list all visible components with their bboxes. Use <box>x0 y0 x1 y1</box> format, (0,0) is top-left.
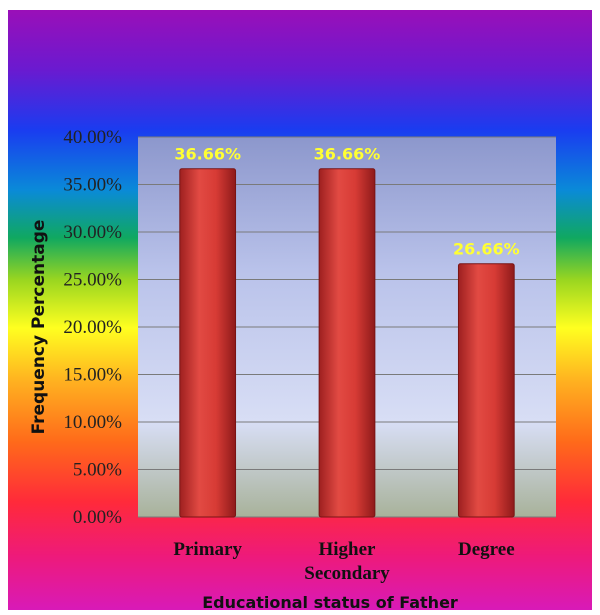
y-axis-title: Frequency Percentage <box>29 220 49 435</box>
y-tick-label: 35.00% <box>63 175 122 196</box>
y-tick-label: 15.00% <box>63 365 122 386</box>
y-tick-label: 20.00% <box>63 317 122 338</box>
y-tick-label: 25.00% <box>63 270 122 291</box>
x-tick-label: Degree <box>458 539 515 560</box>
y-tick-label: 40.00% <box>63 127 122 148</box>
bar <box>179 168 237 518</box>
y-tick-label: 30.00% <box>63 222 122 243</box>
x-tick-label: Higher Secondary <box>304 539 390 584</box>
data-label: 36.66% <box>174 145 241 164</box>
y-tick-label: 10.00% <box>63 412 122 433</box>
data-labels: 36.66% 36.66% 26.66% <box>174 145 519 259</box>
bar <box>457 263 515 518</box>
bar <box>318 168 376 518</box>
data-label: 26.66% <box>453 240 520 259</box>
y-tick-label: 0.00% <box>73 507 122 528</box>
y-tick-label: 5.00% <box>73 460 122 481</box>
bars <box>179 168 515 518</box>
y-axis-ticks: 0.00% 5.00% 10.00% 15.00% 20.00% 25.00% 30.00%… <box>63 127 122 528</box>
x-axis-title: Educational status of Father <box>202 593 458 612</box>
data-label: 36.66% <box>314 145 381 164</box>
x-tick-label: Primary <box>173 539 242 560</box>
x-axis-categories: Primary Higher Secondary Degree <box>173 539 514 584</box>
